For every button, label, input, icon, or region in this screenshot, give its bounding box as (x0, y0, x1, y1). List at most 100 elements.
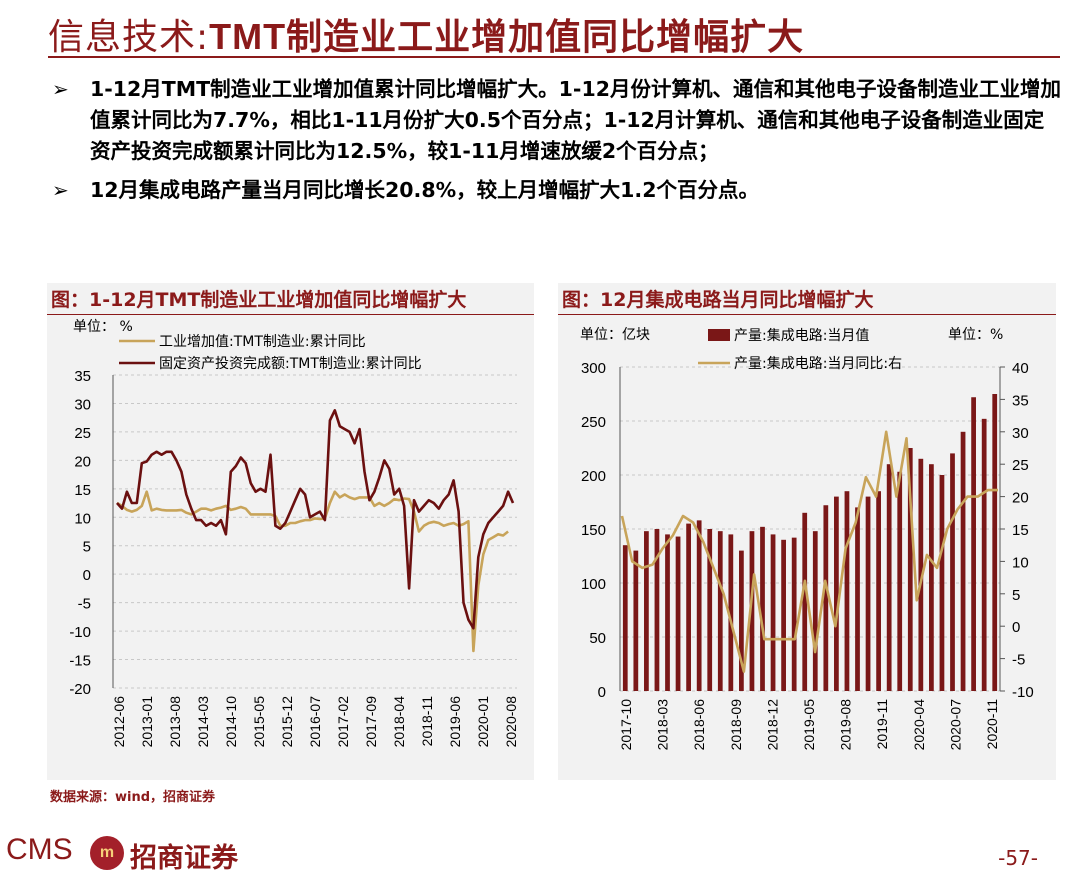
right-left-tick-label: 250 (581, 414, 606, 431)
bullet-text: 12月集成电路产量当月同比增长20.8%，较上月增幅扩大1.2个百分点。 (90, 178, 759, 202)
left-y-tick-label: -15 (69, 653, 91, 670)
left-y-tick-label: 5 (83, 539, 91, 556)
right-x-tick-label: 2019-08 (838, 699, 854, 751)
right-bar (981, 418, 987, 691)
left-y-tick-label: 30 (74, 396, 91, 413)
company-name: 招商证券 (130, 843, 238, 874)
left-x-tick-label: 2018-04 (391, 696, 407, 748)
left-y-tick-label: -20 (69, 681, 91, 698)
right-legend-label-line: 产量:集成电路:当月同比:右 (734, 355, 902, 372)
right-right-tick-label: 20 (1012, 490, 1029, 507)
left-y-tick-label: -10 (69, 624, 91, 641)
left-legend-label: 工业增加值:TMT制造业:累计同比 (159, 334, 366, 350)
right-bar (770, 534, 776, 691)
right-bar (717, 531, 723, 691)
right-unit-label-right: 单位：% (948, 327, 1003, 343)
bullet-text: 1-12月TMT制造业工业增加值累计同比增幅扩大。1-12月份计算机、通信和其他… (90, 77, 1061, 163)
left-y-tick-label: 15 (74, 482, 91, 499)
right-bar (654, 529, 660, 691)
right-bar (665, 534, 670, 691)
left-line-chart: 单位： % 35 30 25 20 15 10 5 0 -5 -10 -15 -20 2012-06 201… (69, 319, 519, 748)
right-right-tick-label: 40 (1012, 360, 1029, 377)
right-bar (675, 536, 681, 691)
right-chart-title: 图：12月集成电路当月同比增幅扩大 (562, 289, 874, 311)
right-x-tick-label: 2020-07 (947, 699, 963, 751)
left-x-tick-label: 2020-01 (475, 696, 491, 748)
bullet-item: ➢ 1-12月TMT制造业工业增加值累计同比增幅扩大。1-12月份计算机、通信和… (52, 74, 1062, 167)
right-bar (907, 448, 913, 691)
left-series-line-1 (116, 409, 515, 630)
right-right-tick-label: 30 (1012, 425, 1029, 442)
right-x-tick-label: 2018-06 (691, 699, 707, 751)
title-main: TMT制造业工业增加值同比增幅扩大 (209, 16, 805, 57)
right-bar (886, 464, 892, 691)
left-chart-title: 图：1-12月TMT制造业工业增加值同比增幅扩大 (51, 289, 467, 311)
right-bar (781, 539, 786, 691)
left-y-tick-label: 35 (74, 368, 91, 385)
right-bar (802, 512, 808, 691)
left-x-tick-label: 2017-09 (363, 696, 379, 748)
right-bar (749, 531, 755, 691)
right-x-tick-label: 2018-12 (764, 699, 780, 751)
right-x-tick-label: 2020-11 (984, 699, 1000, 750)
right-bar (739, 550, 744, 691)
arrow-bullet-icon: ➢ (52, 77, 69, 101)
right-x-tick-label: 2017-10 (618, 699, 634, 751)
left-x-tick-label: 2020-08 (503, 696, 519, 748)
left-y-tick-label: 10 (74, 510, 91, 527)
right-right-tick-label: 35 (1012, 392, 1029, 409)
arrow-bullet-icon: ➢ (52, 178, 69, 202)
right-bar (812, 531, 818, 691)
left-x-tick-label: 2014-03 (195, 696, 211, 748)
right-right-tick-label: -10 (1012, 684, 1034, 701)
right-right-tick-label: 0 (1012, 619, 1020, 636)
right-left-tick-label: 100 (581, 576, 606, 593)
right-bar (876, 491, 881, 691)
page-number: -57- (998, 846, 1038, 870)
right-bar (844, 491, 850, 691)
right-bar (855, 507, 860, 691)
right-bar (823, 505, 829, 691)
left-x-tick-label: 2015-12 (279, 696, 295, 748)
right-bar (622, 545, 628, 691)
right-bar (939, 475, 945, 691)
right-unit-label-left: 单位：亿块 (580, 327, 650, 343)
right-left-tick-label: 300 (581, 360, 606, 377)
left-unit-label: 单位： % (73, 319, 133, 335)
left-y-tick-label: 25 (74, 425, 91, 442)
right-chart-title-rule (558, 314, 1056, 315)
right-left-tick-label: 50 (589, 630, 606, 647)
right-x-tick-label: 2020-04 (911, 699, 927, 751)
left-y-tick-label: -5 (78, 596, 91, 613)
title-divider (48, 56, 1060, 58)
right-bar (728, 534, 734, 691)
left-x-tick-label: 2017-02 (335, 696, 351, 748)
right-bar (950, 453, 955, 691)
right-bar-line-chart: 单位：亿块 单位：%3002502001501005004035302520151… (580, 327, 1034, 751)
left-x-tick-label: 2013-08 (167, 696, 183, 748)
left-y-tick-label: 0 (83, 567, 91, 584)
right-x-tick-label: 2019-11 (874, 699, 890, 750)
right-chart-panel: 图：12月集成电路当月同比增幅扩大 单位：亿块 单位：% 300 250 200 150 1… (558, 283, 1056, 780)
left-x-tick-label: 2019-06 (447, 696, 463, 748)
right-bar (865, 496, 871, 691)
right-left-tick-label: 150 (581, 522, 606, 539)
right-right-tick-label: 15 (1012, 522, 1029, 539)
bullet-item: ➢ 12月集成电路产量当月同比增长20.8%，较上月增幅扩大1.2个百分点。 (52, 175, 1062, 206)
right-x-tick-label: 2018-03 (655, 699, 671, 751)
right-right-tick-label: 5 (1012, 587, 1020, 604)
right-legend-label-bar: 产量:集成电路:当月值 (734, 327, 869, 344)
right-bar (960, 431, 966, 691)
left-series-line-0 (116, 490, 509, 653)
title-prefix: 信息技术: (48, 17, 210, 58)
right-legend-swatch-bar (708, 329, 730, 341)
page-title: 信息技术:TMT制造业工业增加值同比增幅扩大 (48, 8, 804, 60)
right-right-tick-label: -5 (1012, 652, 1025, 669)
right-x-tick-label: 2018-09 (728, 699, 744, 751)
right-bar (633, 550, 639, 691)
right-bar (971, 397, 976, 691)
left-x-tick-label: 2018-11 (419, 696, 435, 747)
right-bar (918, 458, 924, 691)
left-legend-label: 固定资产投资完成额:TMT制造业:累计同比 (159, 356, 422, 372)
right-bar (929, 464, 934, 691)
